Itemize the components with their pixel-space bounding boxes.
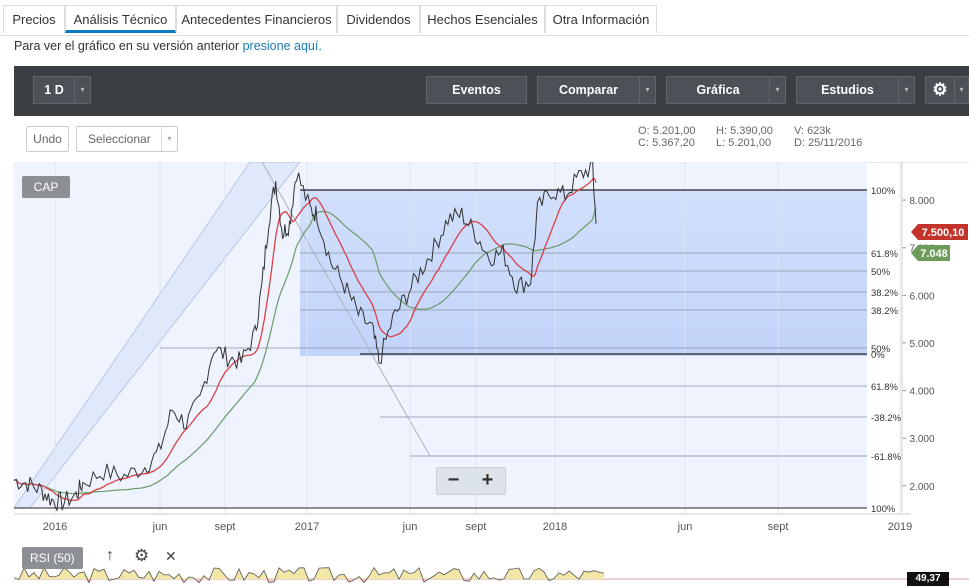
grafica-button[interactable]: Gráfica [666,76,770,104]
x-tick-label: 2017 [295,521,319,533]
ohlc-date: D: 25/11/2016 [794,137,863,149]
tab-precios[interactable]: Precios [3,5,65,33]
y-tick-label: 3.000 [909,434,934,445]
fib-level-label: 50% [871,344,891,355]
rsi-line [14,566,605,584]
rsi-pane: RSI (50) ↑ ⚙ ✕ 49,37 [14,543,969,586]
tab-dividendos[interactable]: Dividendos [337,5,420,33]
ohlc-low: L: 5.201,00 [716,137,772,149]
fib-level-label: 38.2% [871,288,898,299]
chart-subbar: Undo Seleccionar ▾ O: 5.201,00 H: 5.390,… [14,116,969,163]
select-dropdown[interactable]: Seleccionar ▾ [76,126,178,152]
last-price-label: 7.500,10 [922,227,965,239]
tab-bar: Precios Análisis Técnico Antecedentes Fi… [0,0,969,36]
fib-retracement-box [300,190,867,356]
rsi-value-badge: 49,37 [907,572,949,586]
eventos-button[interactable]: Eventos [426,76,527,104]
x-tick-label: sept [768,521,789,533]
settings-chevron-down-icon[interactable]: ▾ [954,76,969,104]
x-tick-label: 2019 [888,521,912,533]
comparar-chevron-down-icon[interactable]: ▾ [639,76,656,104]
estudios-button[interactable]: Estudios [796,76,899,104]
fib-level-label: -61.8% [871,452,902,463]
price-chart[interactable]: 100%61.8%50%38.2%38.2%50%0%61.8%-38.2%-6… [0,162,969,544]
moving-average-green [13,207,597,495]
tab-divider [0,35,969,36]
zoom-control: − + [436,467,506,495]
rsi-area [14,567,604,579]
fib-level-label: 38.2% [871,306,898,317]
price-line [13,162,597,512]
last-price-badge [918,224,968,240]
rsi-chart [14,566,969,584]
ohlc-close: C: 5.367,20 [638,137,695,149]
tab-antecedentes-financieros[interactable]: Antecedentes Financieros [176,5,337,33]
tab-analisis-tecnico[interactable]: Análisis Técnico [65,5,176,33]
estudios-chevron-down-icon[interactable]: ▾ [898,76,915,104]
grafica-chevron-down-icon[interactable]: ▾ [769,76,786,104]
ohlc-volume: V: 623k [794,125,831,137]
zoom-in-button[interactable]: + [481,469,494,491]
comparar-button[interactable]: Comparar [537,76,640,104]
x-tick-label: sept [215,521,236,533]
fib-level-label: 100% [871,504,896,515]
y-tick-label: 4.000 [909,387,934,398]
moving-average-red [13,177,597,502]
rsi-gear-icon[interactable]: ⚙ [134,546,150,565]
rsi-label: RSI (50) [22,547,83,569]
rsi-close-icon[interactable]: ✕ [165,548,177,564]
rsi-move-up-icon[interactable]: ↑ [106,547,114,564]
legacy-notice: Para ver el gráfico en su versión anteri… [14,39,322,53]
fib-level-label: -38.2% [871,413,902,424]
last-price-badge-arrow [911,224,918,240]
fib-level-label: 100% [871,186,896,197]
y-tick-label: 2.000 [909,482,934,493]
fib-level-label: 61.8% [871,382,898,393]
fib-level-label: 50% [871,267,891,278]
symbol-label: CAP [34,180,59,194]
period-chevron-down-icon[interactable]: ▾ [74,76,91,104]
x-tick-label: 2018 [543,521,567,533]
symbol-badge [22,176,70,198]
x-tick-label: jun [152,521,168,533]
y-tick-label: 6.000 [909,291,934,302]
fib-level-label: 61.8% [871,249,898,260]
tab-hechos-esenciales[interactable]: Hechos Esenciales [420,5,545,33]
x-tick-label: sept [466,521,487,533]
y-tick-label: 8.000 [909,196,934,207]
legacy-chart-link[interactable]: presione aquí. [242,39,322,53]
select-chevron-down-icon: ▾ [161,127,177,151]
chart-toolbar: 1 D ▾ Eventos Comparar ▾ Gráfica ▾ Estud… [14,66,969,116]
ma-value-badge-arrow [911,245,918,261]
undo-button[interactable]: Undo [26,126,69,152]
x-tick-label: jun [402,521,418,533]
zoom-out-button[interactable]: − [447,469,460,491]
ohlc-high: H: 5.390,00 [716,125,773,137]
tab-otra-informacion[interactable]: Otra Información [545,5,657,33]
x-tick-label: jun [677,521,693,533]
ma-value-badge [918,245,950,261]
fib-level-label: 0% [871,350,885,361]
period-button[interactable]: 1 D [33,76,75,104]
select-label: Seleccionar [88,132,151,146]
settings-gear-icon[interactable]: ⚙ [925,76,955,104]
ohlc-open: O: 5.201,00 [638,125,696,137]
legacy-notice-text: Para ver el gráfico en su versión anteri… [14,39,243,53]
y-tick-label: 5.000 [909,339,934,350]
ma-value-label: 7.048 [920,248,948,260]
x-tick-label: 2016 [43,521,67,533]
